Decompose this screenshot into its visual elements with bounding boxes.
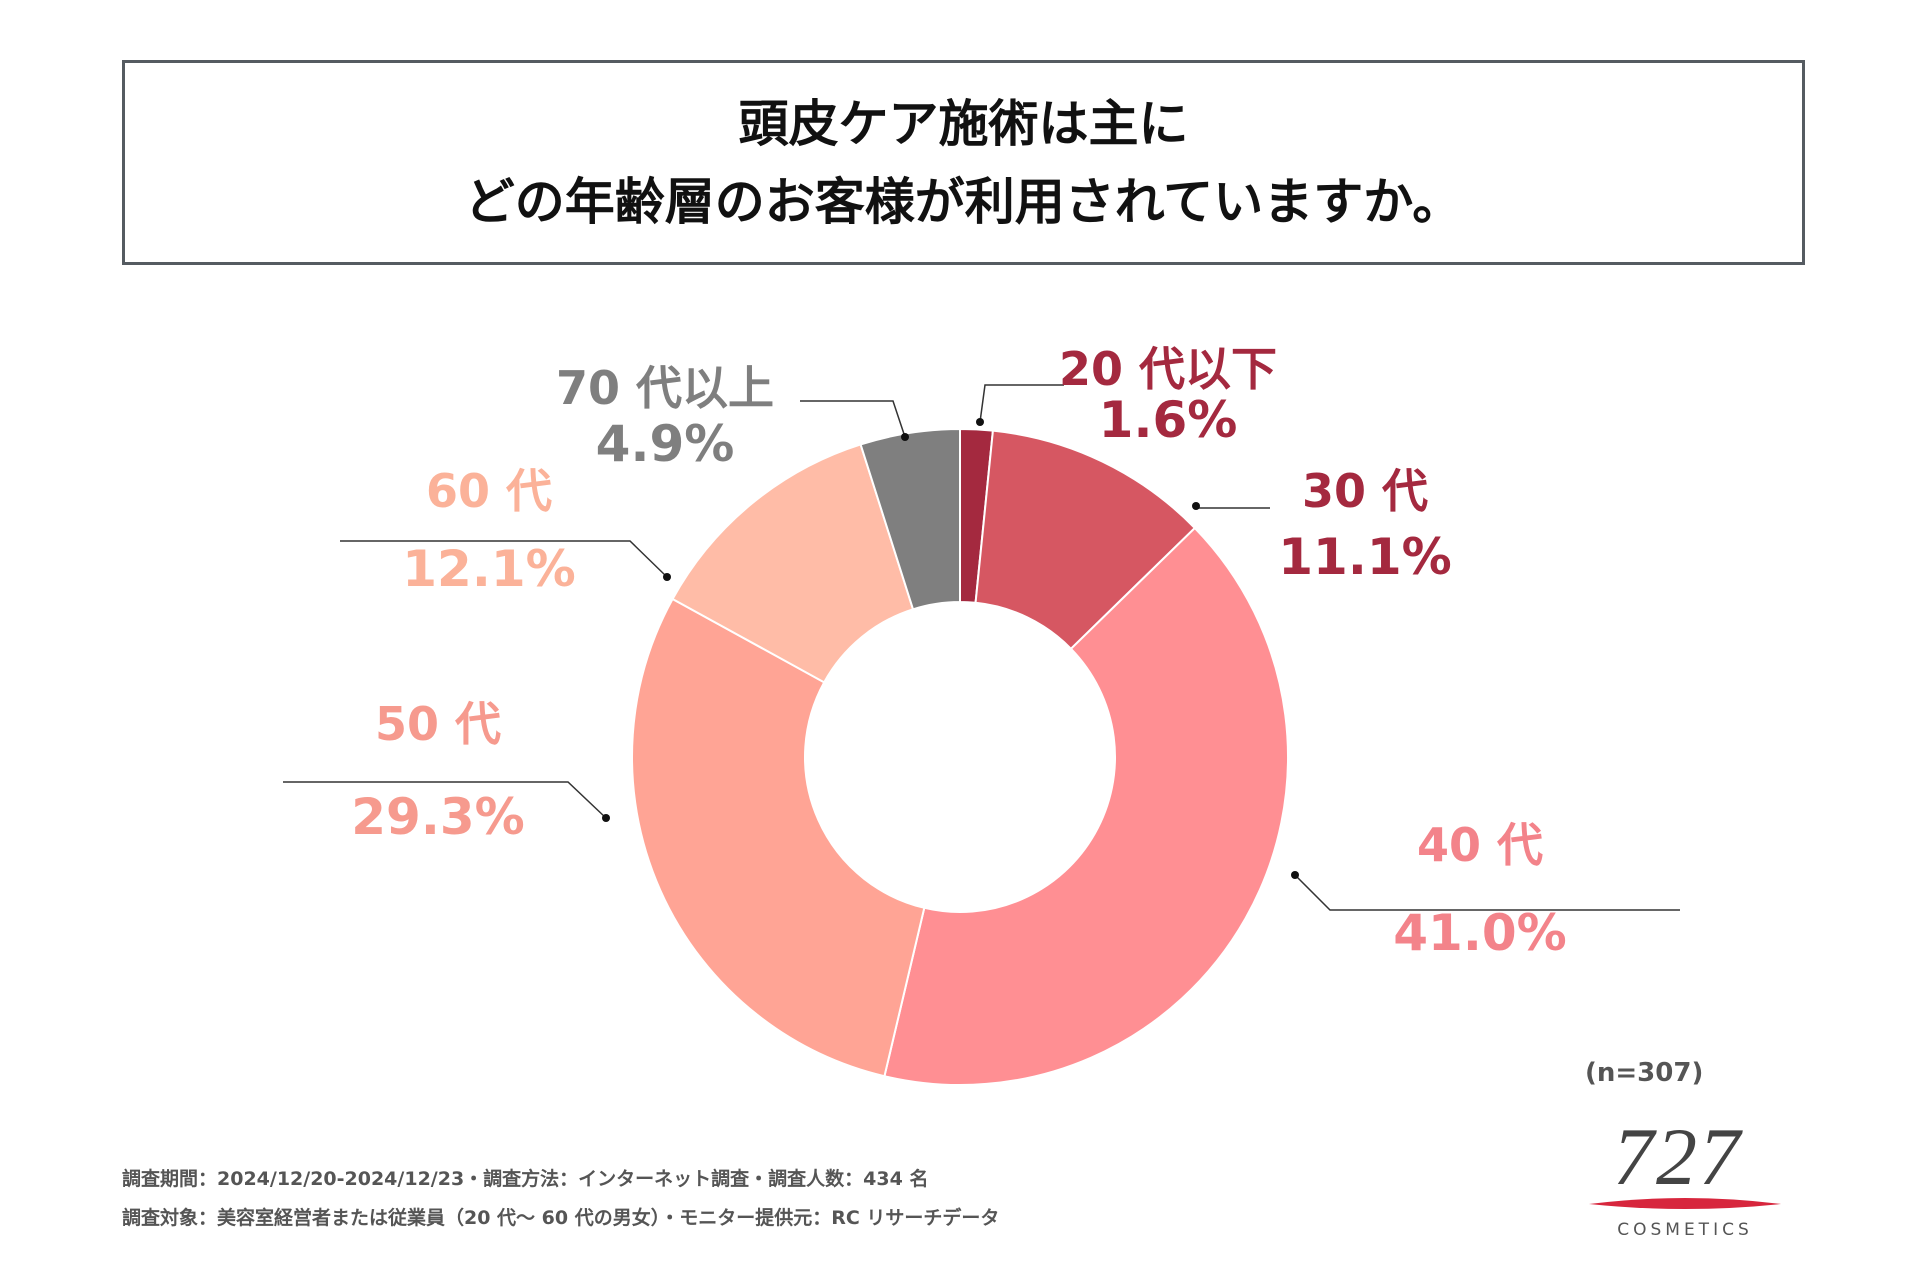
footnote-survey-period: 調査期間：2024/12/20-2024/12/23・調査方法：インターネット調…	[122, 1168, 929, 1190]
slice-label-3: 50 代	[375, 697, 501, 751]
slice-label-0: 20 代以下	[1059, 342, 1277, 396]
sample-size-label: (n=307)	[1585, 1058, 1704, 1088]
slice-2	[883, 526, 1289, 1087]
leader-line-5	[800, 400, 906, 438]
slice-1	[974, 429, 1197, 651]
slice-value-0: 1.6%	[1099, 391, 1238, 449]
leader-dot-4	[663, 573, 671, 581]
leader-dot-2	[1291, 871, 1299, 879]
title-box: 頭皮ケア施術は主に どの年齢層のお客様が利用されていますか。	[122, 60, 1805, 265]
brand-logo: 727 COSMETICS	[1585, 1112, 1785, 1242]
leader-dot-5	[901, 433, 909, 441]
title-line-2: どの年齢層のお客様が利用されていますか。	[464, 172, 1463, 231]
leader-dot-3	[602, 814, 610, 822]
title-line-1: 頭皮ケア施術は主に	[738, 94, 1189, 153]
slice-value-3: 29.3%	[351, 788, 524, 846]
footnote-survey-target: 調査対象：美容室経営者または従業員（20 代～ 60 代の男女）・モニター提供元…	[122, 1207, 1000, 1229]
logo-swoosh-icon	[1589, 1198, 1781, 1209]
slice-label-2: 40 代	[1417, 818, 1543, 872]
slice-value-1: 11.1%	[1278, 528, 1451, 586]
slice-3	[631, 597, 926, 1078]
slice-4	[671, 443, 915, 684]
slice-value-4: 12.1%	[402, 540, 575, 598]
slice-value-2: 41.0%	[1393, 904, 1566, 962]
slice-label-5: 70 代以上	[556, 361, 774, 415]
slice-value-5: 4.9%	[596, 415, 735, 473]
logo-text: COSMETICS	[1617, 1220, 1753, 1240]
slice-label-1: 30 代	[1302, 464, 1428, 518]
logo-number: 727	[1613, 1111, 1742, 1202]
leader-line-4	[340, 540, 668, 578]
leader-line-3	[283, 781, 607, 819]
leader-dot-1	[1192, 502, 1200, 510]
leader-line-2	[1294, 874, 1680, 911]
slice-label-4: 60 代	[426, 464, 552, 518]
leader-dot-0	[976, 418, 984, 426]
slice-5	[859, 427, 961, 611]
leader-line-0	[979, 384, 1064, 423]
